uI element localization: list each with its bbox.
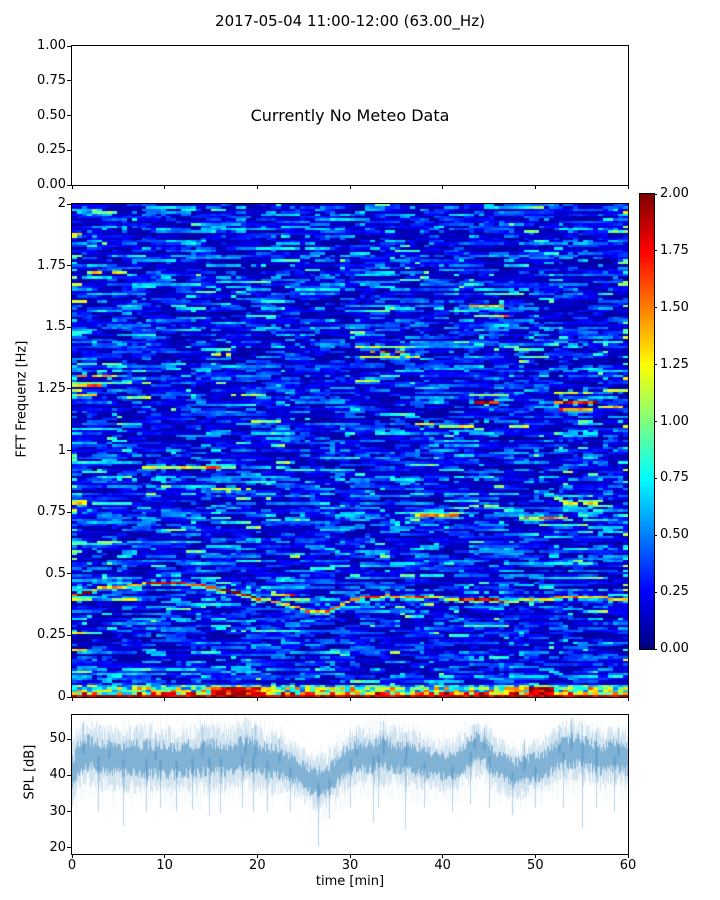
tick-mark [442, 854, 444, 858]
tick-mark [67, 203, 71, 205]
spl-ylabel: SPL [dB] [22, 744, 38, 800]
time-xtick-label: 50 [527, 858, 544, 873]
colorbar-tick-label: 1.75 [660, 242, 689, 258]
meteo-axes: Currently No Meteo Data [71, 45, 629, 186]
tick-mark [71, 697, 73, 701]
fft-ytick-label: 1.5 [45, 319, 66, 335]
time-xtick-label: 60 [619, 858, 637, 873]
colorbar-canvas [640, 194, 654, 649]
tick-mark [349, 697, 351, 701]
tick-mark [349, 854, 351, 858]
colorbar-tick-label: 0.75 [660, 470, 689, 486]
tick-mark [442, 185, 444, 189]
tick-mark [654, 250, 657, 252]
colorbar-tick-label: 0.00 [660, 641, 689, 656]
tick-mark [164, 185, 166, 189]
tick-mark [67, 811, 71, 813]
spl-ytick-label: 40 [49, 767, 66, 783]
colorbar-tick-label: 0.25 [660, 584, 689, 600]
tick-mark [164, 697, 166, 701]
tick-mark [71, 854, 73, 858]
tick-mark [67, 634, 71, 636]
fft-ytick-label: 1.25 [37, 380, 66, 396]
tick-mark [67, 80, 71, 82]
tick-mark [654, 534, 657, 536]
colorbar-tick-label: 0.50 [660, 527, 689, 543]
colorbar-tick-label: 1.00 [660, 413, 689, 429]
colorbar-tick-label: 2.00 [660, 186, 689, 201]
tick-mark [164, 854, 166, 858]
tick-mark [67, 388, 71, 390]
tick-mark [534, 697, 536, 701]
time-xtick-label: 10 [156, 858, 173, 873]
spl-ytick-label: 30 [49, 803, 66, 819]
tick-mark [654, 648, 657, 650]
meteo-ytick-label: 0.50 [37, 107, 66, 123]
fft-ytick-label: 1 [57, 442, 66, 458]
tick-mark [654, 591, 657, 593]
fft-ytick-label: 0.75 [37, 504, 66, 520]
spl-ytick-label: 50 [49, 731, 66, 747]
tick-mark [67, 573, 71, 575]
tick-mark [67, 265, 71, 267]
tick-mark [534, 854, 536, 858]
tick-mark [67, 45, 71, 47]
tick-mark [349, 185, 351, 189]
tick-mark [627, 697, 629, 701]
tick-mark [71, 185, 73, 189]
time-xtick-label: 20 [249, 858, 266, 873]
fft-ytick-label: 0 [57, 689, 66, 704]
figure-title: 2017-05-04 11:00-12:00 (63.00_Hz) [215, 12, 485, 30]
tick-mark [627, 854, 629, 858]
tick-mark [256, 697, 258, 701]
spl-axes [71, 714, 629, 855]
tick-mark [654, 193, 657, 195]
fft-ytick-label: 0.25 [37, 627, 66, 643]
fft-ytick-label: 1.75 [37, 257, 66, 273]
tick-mark [256, 854, 258, 858]
fft-ytick-label: 2 [57, 196, 66, 211]
tick-mark [256, 185, 258, 189]
tick-mark [67, 511, 71, 513]
tick-mark [67, 115, 71, 116]
tick-mark [654, 421, 657, 422]
tick-mark [67, 184, 71, 186]
colorbar-tick-label: 1.25 [660, 356, 689, 372]
tick-mark [442, 697, 444, 701]
meteo-ytick-label: 1.00 [37, 38, 66, 53]
meteo-message: Currently No Meteo Data [250, 106, 450, 125]
tick-mark [67, 774, 71, 776]
tick-mark [627, 185, 629, 189]
spectrogram-canvas [72, 204, 628, 697]
tick-mark [67, 696, 71, 698]
spl-ytick-label: 20 [49, 839, 66, 855]
tick-mark [67, 326, 71, 328]
tick-mark [654, 364, 657, 366]
tick-mark [654, 477, 657, 479]
meteo-ytick-label: 0.75 [37, 72, 66, 88]
spl-canvas [72, 715, 628, 854]
tick-mark [654, 307, 657, 309]
fft-ytick-label: 0.5 [45, 565, 66, 581]
spectrogram-axes [71, 203, 629, 698]
tick-mark [67, 738, 71, 740]
meteo-ytick-label: 0.00 [37, 177, 66, 192]
tick-mark [534, 185, 536, 189]
time-xtick-label: 40 [434, 858, 451, 873]
colorbar [639, 193, 655, 650]
tick-mark [67, 847, 71, 849]
colorbar-tick-label: 1.50 [660, 299, 689, 315]
tick-mark [67, 149, 71, 151]
time-xtick-label: 0 [67, 858, 77, 873]
meteo-ytick-label: 0.25 [37, 142, 66, 158]
tick-mark [67, 450, 71, 451]
time-xlabel: time [min] [315, 874, 385, 889]
time-xtick-label: 30 [341, 858, 359, 873]
